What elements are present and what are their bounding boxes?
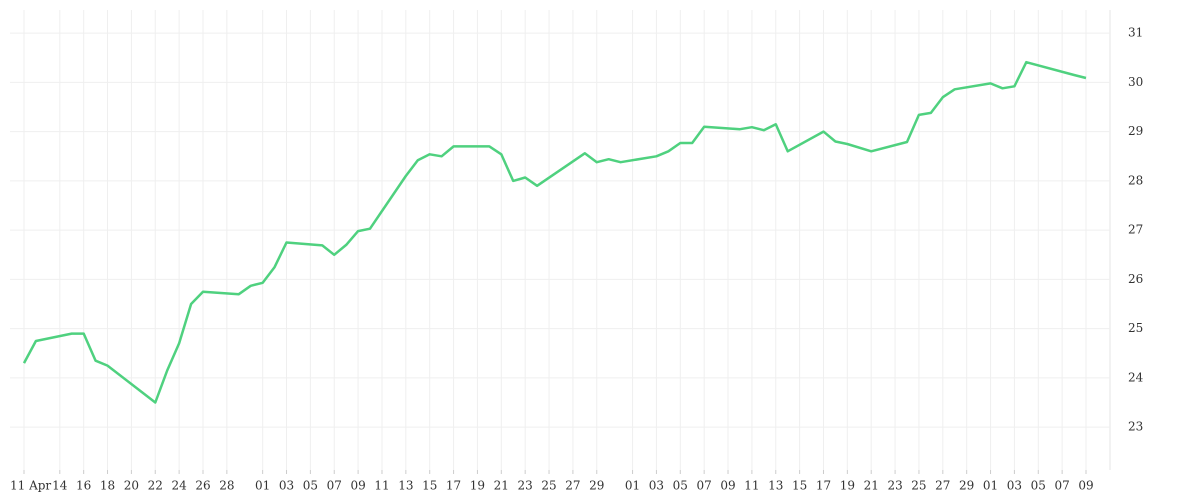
x-tick-label: 03 — [649, 479, 664, 493]
x-tick-label: 23 — [887, 479, 902, 493]
x-tick-label: 15 — [792, 479, 807, 493]
x-tick-label: 11 — [374, 479, 389, 493]
x-tick-label: 09 — [720, 479, 735, 493]
y-tick-label: 29 — [1128, 124, 1143, 138]
x-tick-label: 17 — [446, 479, 461, 493]
y-tick-label: 26 — [1128, 272, 1143, 286]
x-tick-label: 20 — [124, 479, 139, 493]
x-tick-label: 03 — [279, 479, 294, 493]
x-tick-label: 15 — [422, 479, 437, 493]
x-tick-label: 29 — [589, 479, 604, 493]
x-tick-label: 26 — [195, 479, 210, 493]
x-tick-label: 27 — [935, 479, 950, 493]
x-tick-label: 27 — [565, 479, 580, 493]
x-tick-label: 11 — [744, 479, 759, 493]
x-tick-label: 05 — [303, 479, 318, 493]
y-tick-label: 30 — [1128, 75, 1143, 89]
y-tick-label: 23 — [1128, 420, 1143, 434]
x-tick-label: 14 — [52, 479, 68, 493]
y-tick-label: 27 — [1128, 223, 1143, 237]
x-tick-label: 09 — [350, 479, 365, 493]
x-tick-label: 21 — [864, 479, 879, 493]
x-tick-label: 16 — [76, 479, 91, 493]
y-tick-label: 25 — [1128, 321, 1143, 335]
x-tick-label: 28 — [219, 479, 234, 493]
x-tick-label: 09 — [1078, 479, 1093, 493]
x-tick-label: 07 — [1054, 479, 1069, 493]
x-tick-label: 03 — [1007, 479, 1022, 493]
x-tick-label: 22 — [148, 479, 163, 493]
x-tick-label: 01 — [983, 479, 998, 493]
x-tick-label: 11 Apr — [10, 479, 51, 493]
x-tick-label: 13 — [768, 479, 783, 493]
x-tick-label: 24 — [171, 479, 187, 493]
y-tick-label: 28 — [1128, 173, 1143, 187]
price-line — [22, 60, 1087, 404]
x-tick-label: 18 — [100, 479, 115, 493]
x-tick-label: 13 — [398, 479, 413, 493]
y-tick-label: 31 — [1128, 26, 1143, 40]
x-tick-label: 01 — [255, 479, 270, 493]
x-tick-label: 29 — [959, 479, 974, 493]
x-tick-label: 19 — [470, 479, 485, 493]
x-tick-label: 17 — [816, 479, 831, 493]
y-tick-label: 24 — [1128, 370, 1144, 384]
x-tick-label: 25 — [541, 479, 556, 493]
x-tick-label: 19 — [840, 479, 855, 493]
x-tick-label: 25 — [911, 479, 926, 493]
x-tick-label: 07 — [327, 479, 342, 493]
x-tick-label: 01 — [625, 479, 640, 493]
x-tick-label: 07 — [697, 479, 712, 493]
x-tick-label: 23 — [518, 479, 533, 493]
x-tick-label: 05 — [673, 479, 688, 493]
x-tick-label: 21 — [494, 479, 509, 493]
x-tick-label: 05 — [1031, 479, 1046, 493]
